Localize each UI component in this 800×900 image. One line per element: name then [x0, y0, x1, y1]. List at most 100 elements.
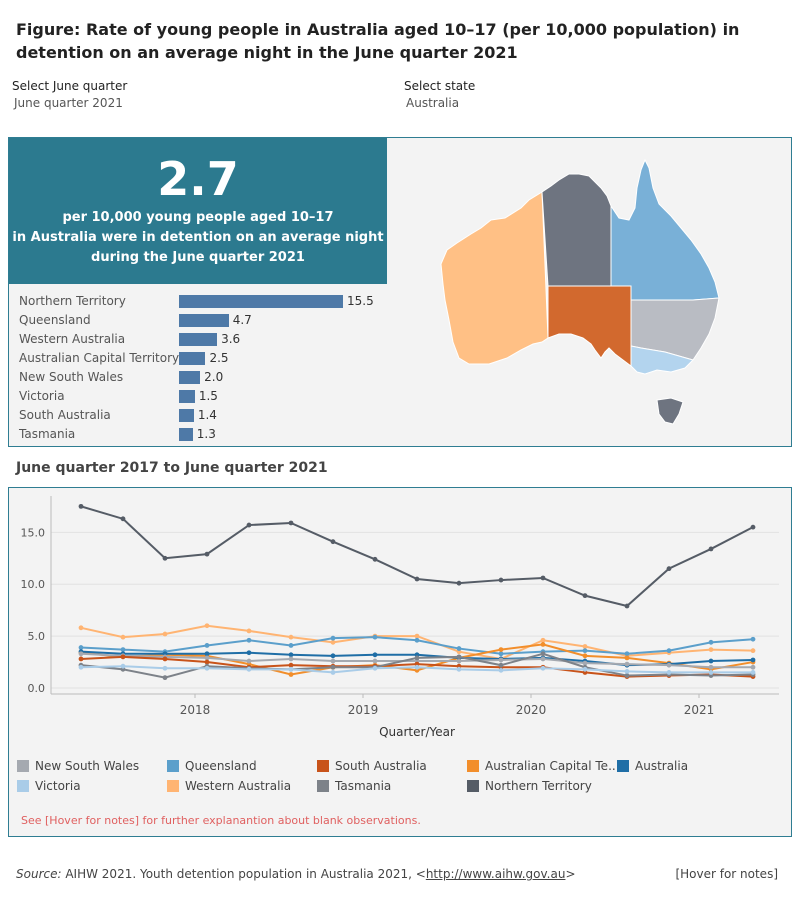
series-point[interactable]: [456, 666, 462, 672]
series-point[interactable]: [498, 657, 504, 663]
series-point[interactable]: [288, 662, 294, 668]
quarter-filter[interactable]: June quarter 2021: [14, 96, 123, 110]
series-point[interactable]: [288, 520, 294, 526]
series-point[interactable]: [204, 655, 210, 661]
series-point[interactable]: [78, 664, 84, 670]
series-point[interactable]: [120, 654, 126, 660]
series-point[interactable]: [540, 637, 546, 643]
series-line[interactable]: [80, 505, 754, 608]
series-point[interactable]: [456, 658, 462, 664]
series-point[interactable]: [456, 646, 462, 651]
series-point[interactable]: [372, 658, 378, 664]
series-point[interactable]: [708, 658, 714, 664]
series-point[interactable]: [666, 566, 672, 572]
series-point[interactable]: [330, 658, 336, 664]
series-point[interactable]: [372, 556, 378, 562]
series-point[interactable]: [330, 670, 336, 675]
series-point[interactable]: [288, 652, 294, 658]
series-point[interactable]: [204, 659, 210, 665]
series-point[interactable]: [204, 651, 210, 657]
series-point[interactable]: [288, 666, 294, 672]
series-point[interactable]: [750, 524, 756, 530]
series-point[interactable]: [414, 664, 420, 670]
series-point[interactable]: [246, 637, 252, 643]
series-point[interactable]: [456, 654, 462, 660]
series-point[interactable]: [204, 551, 210, 557]
series-point[interactable]: [498, 662, 504, 668]
series-point[interactable]: [414, 633, 420, 639]
series-point[interactable]: [666, 662, 672, 668]
series-point[interactable]: [330, 635, 336, 641]
series-point[interactable]: [498, 667, 504, 673]
series-point[interactable]: [78, 625, 84, 631]
hover-notes-link[interactable]: [Hover for notes]: [675, 867, 778, 881]
series-point[interactable]: [414, 655, 420, 661]
series-point[interactable]: [750, 648, 756, 654]
legend-item[interactable]: Tasmania: [317, 779, 391, 793]
series-point[interactable]: [624, 655, 630, 661]
source-link[interactable]: http://www.aihw.gov.au: [425, 867, 566, 881]
series-point[interactable]: [120, 634, 126, 640]
series-point[interactable]: [540, 575, 546, 581]
series-point[interactable]: [498, 651, 504, 657]
bar[interactable]: [179, 314, 229, 327]
bar[interactable]: [179, 295, 343, 308]
series-point[interactable]: [372, 665, 378, 671]
bar[interactable]: [179, 428, 193, 441]
series-point[interactable]: [162, 656, 168, 662]
series-point[interactable]: [498, 647, 504, 652]
series-point[interactable]: [330, 653, 336, 659]
series-point[interactable]: [330, 664, 336, 670]
series-point[interactable]: [750, 636, 756, 642]
series-point[interactable]: [204, 665, 210, 671]
series-point[interactable]: [246, 658, 252, 664]
series-point[interactable]: [162, 675, 168, 681]
map-queensland[interactable]: [610, 158, 720, 301]
legend-item[interactable]: New South Wales: [17, 759, 139, 773]
series-point[interactable]: [582, 593, 588, 599]
legend-item[interactable]: Victoria: [17, 779, 81, 793]
series-point[interactable]: [246, 666, 252, 672]
series-point[interactable]: [624, 661, 630, 667]
series-point[interactable]: [78, 656, 84, 662]
series-point[interactable]: [708, 664, 714, 670]
series-point[interactable]: [246, 650, 252, 656]
series-point[interactable]: [708, 647, 714, 652]
series-point[interactable]: [708, 546, 714, 552]
series-point[interactable]: [624, 673, 630, 678]
series-point[interactable]: [204, 623, 210, 629]
series-point[interactable]: [498, 577, 504, 583]
legend-item[interactable]: Australia: [617, 759, 688, 773]
series-point[interactable]: [414, 637, 420, 643]
series-point[interactable]: [288, 672, 294, 677]
map-tasmania[interactable]: [656, 397, 684, 425]
series-point[interactable]: [708, 639, 714, 645]
series-point[interactable]: [120, 647, 126, 652]
series-point[interactable]: [540, 656, 546, 662]
map-south-australia[interactable]: [547, 285, 632, 367]
series-point[interactable]: [162, 665, 168, 671]
series-point[interactable]: [582, 644, 588, 649]
series-point[interactable]: [414, 576, 420, 582]
bar[interactable]: [179, 409, 194, 422]
series-point[interactable]: [750, 657, 756, 663]
series-point[interactable]: [330, 539, 336, 545]
map-western-australia[interactable]: [440, 191, 549, 365]
series-point[interactable]: [120, 516, 126, 522]
series-point[interactable]: [288, 656, 294, 662]
legend-item[interactable]: Australian Capital Te..: [467, 759, 616, 773]
series-point[interactable]: [288, 643, 294, 648]
series-point[interactable]: [120, 663, 126, 669]
series-point[interactable]: [582, 653, 588, 659]
series-point[interactable]: [624, 651, 630, 657]
series-point[interactable]: [78, 503, 84, 509]
series-point[interactable]: [708, 670, 714, 675]
legend-item[interactable]: Western Australia: [167, 779, 291, 793]
map-victoria[interactable]: [630, 345, 694, 375]
series-point[interactable]: [624, 603, 630, 609]
series-point[interactable]: [582, 648, 588, 654]
series-point[interactable]: [750, 670, 756, 675]
series-point[interactable]: [582, 660, 588, 666]
legend-item[interactable]: Northern Territory: [467, 779, 592, 793]
series-point[interactable]: [162, 555, 168, 561]
